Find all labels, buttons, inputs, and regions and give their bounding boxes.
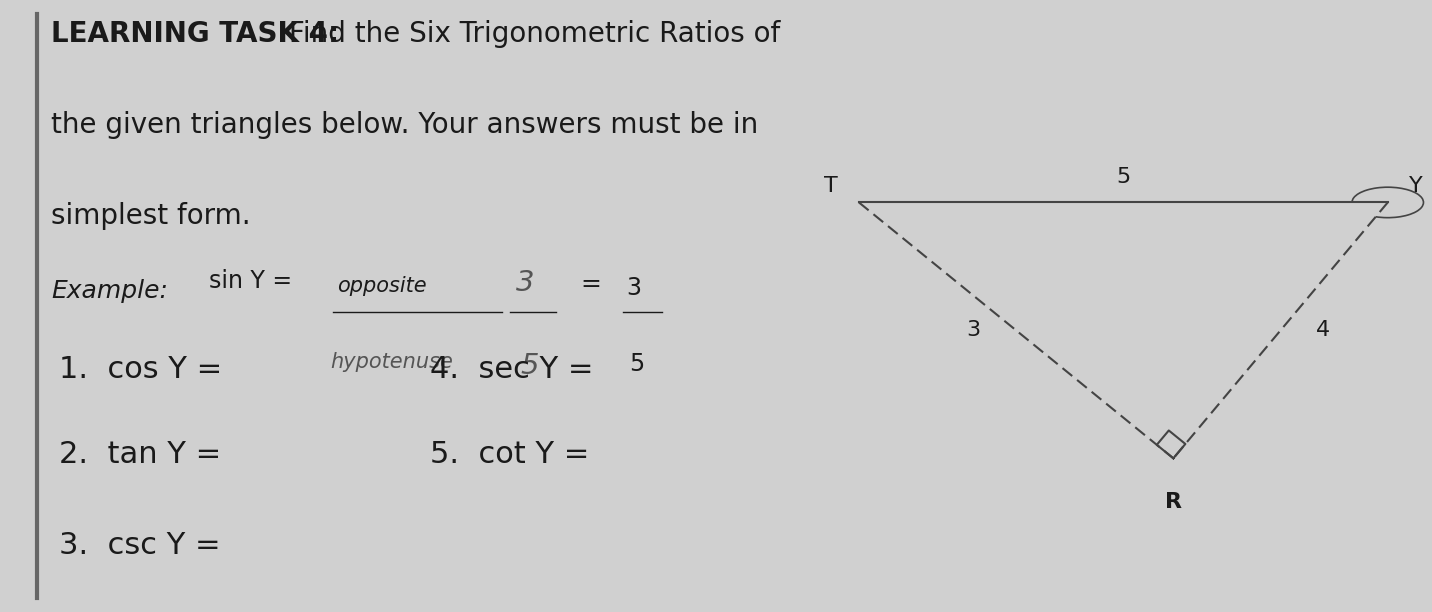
Text: opposite: opposite: [338, 275, 427, 296]
Text: 1.  cos Y =: 1. cos Y =: [59, 355, 222, 384]
Text: 3: 3: [626, 275, 642, 299]
Text: sin Y =: sin Y =: [209, 269, 292, 293]
Text: R: R: [1164, 492, 1181, 512]
Text: 5: 5: [1116, 167, 1130, 187]
Text: simplest form.: simplest form.: [52, 203, 251, 231]
Text: Find the Six Trigonometric Ratios of: Find the Six Trigonometric Ratios of: [281, 20, 780, 48]
Text: 3: 3: [516, 269, 534, 297]
Text: 3.  csc Y =: 3. csc Y =: [59, 531, 221, 561]
Text: LEARNING TASK 4:: LEARNING TASK 4:: [52, 20, 339, 48]
Text: 4: 4: [1316, 320, 1330, 340]
Text: 5: 5: [629, 352, 644, 376]
Text: the given triangles below. Your answers must be in: the given triangles below. Your answers …: [52, 111, 759, 139]
Text: Y: Y: [1409, 176, 1423, 196]
Text: 5.  cot Y =: 5. cot Y =: [430, 440, 590, 469]
Text: 5: 5: [520, 352, 538, 379]
Text: T: T: [823, 176, 838, 196]
Text: 3: 3: [967, 320, 981, 340]
Text: hypotenuse: hypotenuse: [331, 352, 453, 371]
Text: Example:: Example:: [52, 278, 169, 302]
Text: 4.  sec Y =: 4. sec Y =: [430, 355, 594, 384]
Text: 2.  tan Y =: 2. tan Y =: [59, 440, 221, 469]
Text: =: =: [580, 272, 601, 296]
